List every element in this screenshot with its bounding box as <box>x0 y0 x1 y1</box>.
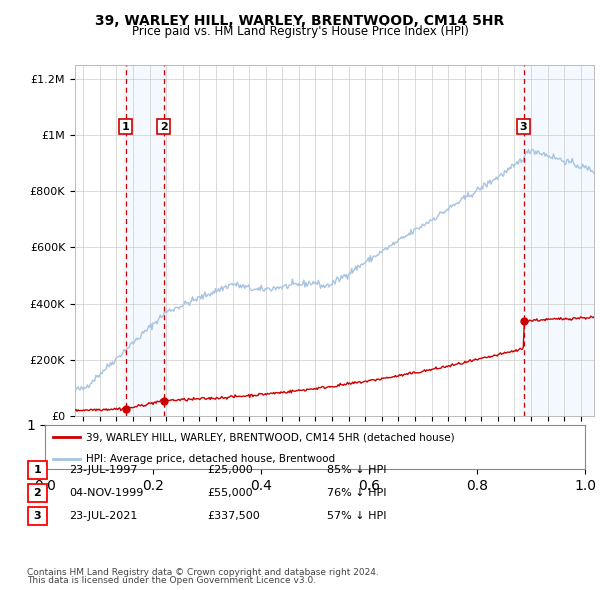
Text: 85% ↓ HPI: 85% ↓ HPI <box>327 465 386 475</box>
Text: 39, WARLEY HILL, WARLEY, BRENTWOOD, CM14 5HR: 39, WARLEY HILL, WARLEY, BRENTWOOD, CM14… <box>95 14 505 28</box>
Text: £25,000: £25,000 <box>207 465 253 475</box>
Text: £55,000: £55,000 <box>207 488 253 498</box>
Text: 23-JUL-1997: 23-JUL-1997 <box>69 465 137 475</box>
Text: £337,500: £337,500 <box>207 511 260 521</box>
Text: 1: 1 <box>122 122 130 132</box>
Text: 2: 2 <box>34 488 41 498</box>
Text: HPI: Average price, detached house, Brentwood: HPI: Average price, detached house, Bren… <box>86 454 335 464</box>
Text: 1: 1 <box>34 465 41 475</box>
Text: 23-JUL-2021: 23-JUL-2021 <box>69 511 137 521</box>
Text: Contains HM Land Registry data © Crown copyright and database right 2024.: Contains HM Land Registry data © Crown c… <box>27 568 379 577</box>
Bar <box>123 65 169 416</box>
Text: 39, WARLEY HILL, WARLEY, BRENTWOOD, CM14 5HR (detached house): 39, WARLEY HILL, WARLEY, BRENTWOOD, CM14… <box>86 432 454 442</box>
Text: 3: 3 <box>520 122 527 132</box>
Text: 57% ↓ HPI: 57% ↓ HPI <box>327 511 386 521</box>
Bar <box>518 65 594 416</box>
Text: This data is licensed under the Open Government Licence v3.0.: This data is licensed under the Open Gov… <box>27 576 316 585</box>
Text: 76% ↓ HPI: 76% ↓ HPI <box>327 488 386 498</box>
Text: 3: 3 <box>34 511 41 521</box>
Text: 04-NOV-1999: 04-NOV-1999 <box>69 488 143 498</box>
Text: 2: 2 <box>160 122 167 132</box>
Text: Price paid vs. HM Land Registry's House Price Index (HPI): Price paid vs. HM Land Registry's House … <box>131 25 469 38</box>
